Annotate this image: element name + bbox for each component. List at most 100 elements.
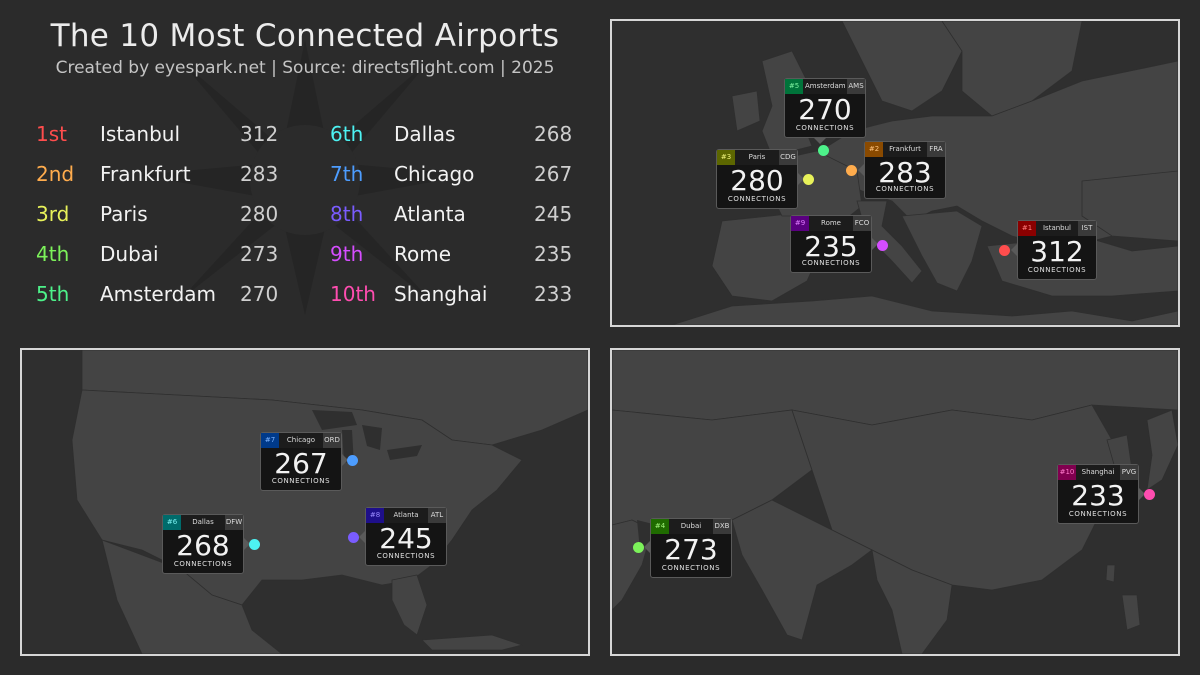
airport-marker-dubai bbox=[633, 542, 644, 553]
callout-label: CONNECTIONS bbox=[727, 195, 787, 203]
ranking-row-10: 10th Shanghai 233 bbox=[330, 280, 610, 308]
value-label: 235 bbox=[534, 242, 573, 266]
ranking-row-9: 9th Rome 235 bbox=[330, 240, 610, 268]
callout-value: 245 bbox=[379, 522, 433, 555]
callout-dubai: #4 Dubai DXB 273 CONNECTIONS bbox=[650, 518, 732, 578]
callout-city: Rome bbox=[821, 219, 841, 227]
callout-frankfurt: #2 Frankfurt FRA 283 CONNECTIONS bbox=[864, 141, 946, 199]
callout-rank: #7 bbox=[261, 433, 279, 448]
city-label: Paris bbox=[100, 202, 148, 226]
callout-code: CDG bbox=[779, 150, 797, 165]
callout-label: CONNECTIONS bbox=[1068, 510, 1128, 518]
callout-label: CONNECTIONS bbox=[661, 564, 721, 572]
value-label: 267 bbox=[534, 162, 573, 186]
europe-map-panel: #5 Amsterdam AMS 270 CONNECTIONS #2 Fran… bbox=[610, 19, 1180, 327]
callout-code: FCO bbox=[853, 216, 871, 231]
rank-label: 5th bbox=[36, 282, 70, 306]
callout-pointer bbox=[1139, 488, 1145, 500]
value-label: 280 bbox=[240, 202, 279, 226]
callout-pointer bbox=[872, 238, 878, 250]
ranking-row-6: 6th Dallas 268 bbox=[330, 120, 610, 148]
callout-pointer bbox=[798, 173, 804, 185]
callout-value: 283 bbox=[878, 156, 932, 189]
rank-label: 3rd bbox=[36, 202, 70, 226]
callout-value: 235 bbox=[804, 230, 858, 263]
callout-header: #1 Istanbul IST bbox=[1018, 221, 1096, 236]
callout-city: Dubai bbox=[680, 522, 702, 530]
callout-pointer bbox=[1011, 244, 1017, 256]
callout-atlanta: #8 Atlanta ATL 245 CONNECTIONS bbox=[365, 507, 447, 566]
callout-pointer bbox=[858, 164, 864, 176]
airport-marker-rome bbox=[877, 240, 888, 251]
callout-header: #7 Chicago ORD bbox=[261, 433, 341, 448]
callout-city: Frankfurt bbox=[889, 145, 921, 153]
ranking-row-5: 5th Amsterdam 270 bbox=[36, 280, 316, 308]
ranking-row-3: 3rd Paris 280 bbox=[36, 200, 316, 228]
callout-pointer bbox=[342, 454, 348, 466]
callout-label: CONNECTIONS bbox=[271, 477, 331, 485]
callout-city: Chicago bbox=[286, 436, 316, 444]
callout-rank: #4 bbox=[651, 519, 669, 534]
callout-code: ATL bbox=[428, 508, 446, 523]
callout-city: Dallas bbox=[192, 518, 214, 526]
rank-label: 2nd bbox=[36, 162, 75, 186]
value-label: 283 bbox=[240, 162, 279, 186]
callout-label: CONNECTIONS bbox=[795, 124, 855, 132]
callout-header: #10 Shanghai PVG bbox=[1058, 465, 1138, 480]
page-subtitle: Created by eyespark.net | Source: direct… bbox=[55, 58, 555, 78]
usa-map-panel: #7 Chicago ORD 267 CONNECTIONS #6 Dallas… bbox=[20, 348, 590, 656]
value-label: 245 bbox=[534, 202, 573, 226]
callout-rank: #6 bbox=[163, 515, 181, 530]
callout-header: #9 Rome FCO bbox=[791, 216, 871, 231]
callout-rank: #9 bbox=[791, 216, 809, 231]
city-label: Shanghai bbox=[394, 282, 488, 306]
city-label: Amsterdam bbox=[100, 282, 217, 306]
city-label: Chicago bbox=[394, 162, 475, 186]
callout-value: 270 bbox=[798, 93, 852, 126]
callout-pointer bbox=[814, 138, 826, 144]
rank-label: 9th bbox=[330, 242, 364, 266]
callout-chicago: #7 Chicago ORD 267 CONNECTIONS bbox=[260, 432, 342, 491]
value-label: 312 bbox=[240, 122, 279, 146]
airport-marker-dallas bbox=[249, 539, 260, 550]
rank-label: 6th bbox=[330, 122, 364, 146]
callout-paris: #3 Paris CDG 280 CONNECTIONS bbox=[716, 149, 798, 209]
airport-marker-chicago bbox=[347, 455, 358, 466]
callout-city: Shanghai bbox=[1081, 468, 1115, 476]
callout-value: 267 bbox=[274, 447, 328, 480]
callout-code: AMS bbox=[847, 79, 865, 94]
callout-value: 233 bbox=[1071, 479, 1125, 512]
callout-label: CONNECTIONS bbox=[875, 185, 935, 193]
callout-value: 273 bbox=[664, 533, 718, 566]
airport-marker-istanbul bbox=[999, 245, 1010, 256]
city-label: Dubai bbox=[100, 242, 159, 266]
callout-istanbul: #1 Istanbul IST 312 CONNECTIONS bbox=[1017, 220, 1097, 280]
city-label: Atlanta bbox=[394, 202, 466, 226]
ranking-row-8: 8th Atlanta 245 bbox=[330, 200, 610, 228]
airport-marker-atlanta bbox=[348, 532, 359, 543]
city-label: Rome bbox=[394, 242, 452, 266]
callout-city: Paris bbox=[748, 153, 766, 161]
callout-code: DFW bbox=[225, 515, 243, 530]
callout-label: CONNECTIONS bbox=[173, 560, 233, 568]
callout-header: #4 Dubai DXB bbox=[651, 519, 731, 534]
city-label: Dallas bbox=[394, 122, 456, 146]
value-label: 268 bbox=[534, 122, 573, 146]
callout-pointer bbox=[244, 538, 250, 550]
asia-map-panel: #4 Dubai DXB 273 CONNECTIONS #10 Shangha… bbox=[610, 348, 1180, 656]
star-decoration bbox=[140, 40, 470, 315]
ranking-row-2: 2nd Frankfurt 283 bbox=[36, 160, 316, 188]
callout-rank: #3 bbox=[717, 150, 735, 165]
airport-marker-amsterdam bbox=[818, 145, 829, 156]
callout-pointer bbox=[644, 541, 650, 553]
callout-city: Amsterdam bbox=[805, 82, 846, 90]
callout-code: IST bbox=[1078, 221, 1096, 236]
callout-header: #8 Atlanta ATL bbox=[366, 508, 446, 523]
callout-code: FRA bbox=[927, 142, 945, 157]
rank-label: 1st bbox=[36, 122, 67, 146]
callout-pointer bbox=[359, 531, 365, 543]
callout-value: 268 bbox=[176, 529, 230, 562]
callout-shanghai: #10 Shanghai PVG 233 CONNECTIONS bbox=[1057, 464, 1139, 524]
rank-label: 8th bbox=[330, 202, 364, 226]
city-label: Istanbul bbox=[100, 122, 181, 146]
